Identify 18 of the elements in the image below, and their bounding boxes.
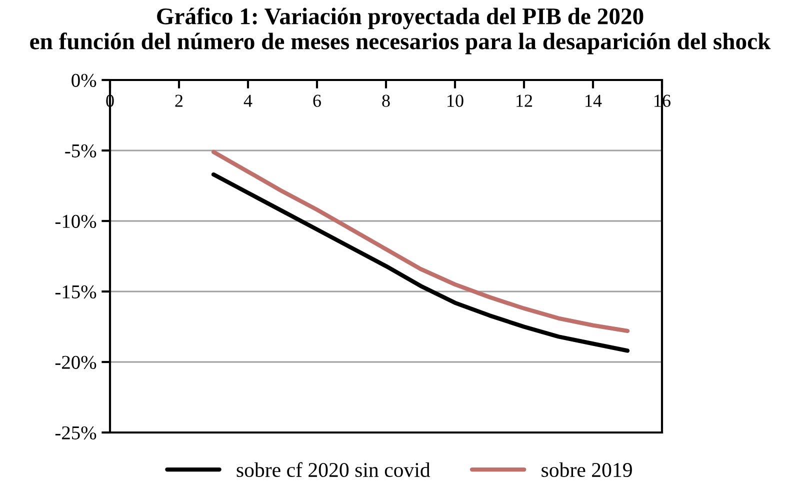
x-tick-label: 14 [586,94,602,107]
x-tick-label: 12 [516,94,532,107]
y-tick-label: 0% [72,74,96,87]
y-tick-label: -10% [55,214,96,228]
line-series [211,150,630,334]
line-series [211,172,630,353]
x-tick-label: 4 [244,94,252,107]
y-tick-label: -20% [55,356,96,369]
x-tick-label: 2 [175,94,183,107]
chart-title: Gráfico 1: Variación proyectada del PIB de 2020 en función del número de meses necesarios para la desaparición del shock [30,8,771,54]
y-tick-label: -5% [65,144,96,158]
y-tick-label: -15% [55,285,96,298]
legend-label: sobre 2019 [542,462,632,478]
legend-label: sobre cf 2020 sin covid [236,462,430,478]
x-tick-label: 6 [313,94,321,107]
y-tick-label: -25% [55,426,96,440]
x-tick-label: 8 [382,94,390,107]
x-tick-label: 10 [448,94,464,107]
